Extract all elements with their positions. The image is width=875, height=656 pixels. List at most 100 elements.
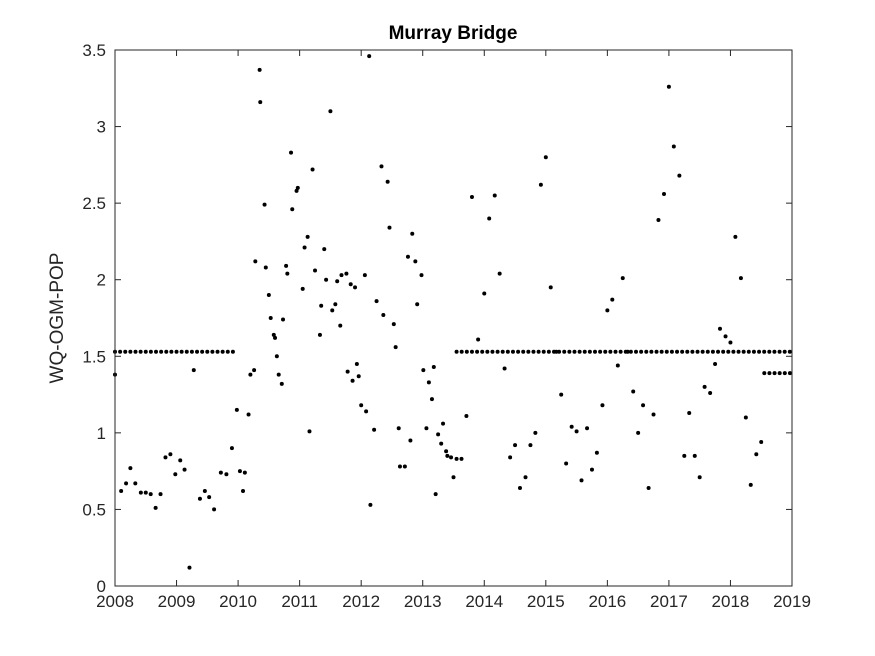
data-point: [634, 349, 639, 354]
data-point: [748, 482, 753, 487]
data-point: [220, 349, 225, 354]
data-point: [159, 349, 164, 354]
data-point: [651, 412, 656, 417]
data-point: [317, 332, 322, 337]
data-point: [615, 363, 620, 368]
data-point: [410, 231, 415, 236]
data-points: [113, 54, 792, 570]
data-point: [623, 349, 628, 354]
y-tick-label: 3: [97, 118, 106, 137]
data-point: [295, 185, 300, 190]
data-point: [716, 349, 721, 354]
x-tick-label: 2012: [342, 592, 380, 611]
data-point: [464, 349, 469, 354]
data-point: [350, 378, 355, 383]
data-point: [476, 337, 481, 342]
data-point: [248, 372, 253, 377]
data-point: [335, 279, 340, 284]
data-point: [262, 202, 267, 207]
data-point: [710, 349, 715, 354]
data-point: [273, 335, 278, 340]
data-point: [459, 456, 464, 461]
data-point: [191, 368, 196, 373]
y-axis-label: WQ-OGM-POP: [47, 253, 68, 384]
data-point: [618, 349, 623, 354]
data-point: [587, 349, 592, 354]
data-point: [767, 371, 772, 376]
y-tick-label: 1.5: [82, 347, 106, 366]
data-point: [475, 349, 480, 354]
data-point: [451, 475, 456, 480]
y-tick-label: 3.5: [82, 41, 106, 60]
data-point: [328, 109, 333, 114]
data-point: [305, 234, 310, 239]
data-point: [680, 349, 685, 354]
data-point: [133, 481, 138, 486]
data-point: [659, 349, 664, 354]
data-point: [646, 485, 651, 490]
data-point: [551, 349, 556, 354]
data-point: [738, 276, 743, 281]
data-point: [469, 349, 474, 354]
x-tick-label: 2017: [650, 592, 688, 611]
data-point: [367, 54, 372, 59]
data-point: [393, 345, 398, 350]
data-point: [721, 349, 726, 354]
data-point: [353, 285, 358, 290]
data-point: [268, 316, 273, 320]
data-point: [687, 410, 692, 415]
data-point: [454, 349, 459, 354]
data-point: [567, 349, 572, 354]
y-tick-label: 2: [97, 271, 106, 290]
data-point: [671, 144, 676, 149]
data-point: [500, 349, 505, 354]
data-point: [449, 455, 454, 460]
data-point: [469, 195, 474, 200]
data-point: [246, 412, 251, 417]
data-point: [402, 464, 407, 469]
data-point: [772, 349, 777, 354]
data-point: [229, 446, 234, 451]
data-point: [187, 565, 192, 570]
data-point: [294, 188, 299, 193]
data-point: [205, 349, 210, 354]
data-point: [143, 349, 148, 354]
data-point: [505, 349, 510, 354]
data-point: [526, 349, 531, 354]
data-point: [644, 349, 649, 354]
data-point: [124, 481, 129, 486]
data-point: [751, 349, 756, 354]
data-point: [210, 349, 215, 354]
y-tick-label: 0.5: [82, 500, 106, 519]
data-point: [258, 100, 263, 105]
data-point: [441, 421, 446, 426]
x-tick-label: 2018: [712, 592, 750, 611]
data-point: [782, 349, 787, 354]
data-point: [396, 426, 401, 431]
data-point: [562, 349, 567, 354]
data-point: [743, 415, 748, 420]
x-tick-label: 2008: [96, 592, 134, 611]
data-point: [593, 349, 597, 354]
data-point: [364, 409, 369, 414]
data-point: [702, 384, 707, 389]
data-point: [577, 349, 582, 354]
data-point: [200, 349, 205, 354]
data-point: [444, 449, 449, 454]
data-point: [656, 217, 661, 222]
data-point: [502, 366, 507, 371]
data-point: [385, 179, 390, 184]
data-point: [257, 67, 262, 72]
data-point: [582, 349, 587, 354]
data-point: [362, 273, 367, 278]
data-point: [600, 403, 605, 408]
data-point: [564, 461, 569, 466]
data-point: [319, 303, 324, 308]
data-point: [118, 349, 123, 354]
data-point: [741, 349, 746, 354]
data-point: [433, 492, 438, 497]
data-point: [557, 349, 562, 354]
data-point: [682, 453, 687, 458]
data-point: [387, 225, 392, 230]
data-point: [202, 489, 207, 494]
